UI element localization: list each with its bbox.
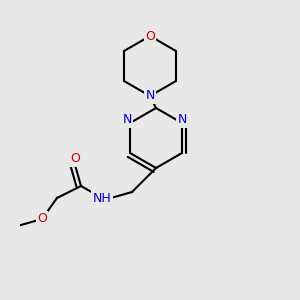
Text: N: N xyxy=(145,89,155,103)
Text: N: N xyxy=(177,113,187,127)
Text: O: O xyxy=(70,152,80,166)
Text: N: N xyxy=(122,113,132,127)
Text: O: O xyxy=(145,29,155,43)
Text: O: O xyxy=(37,212,47,226)
Text: NH: NH xyxy=(93,191,111,205)
